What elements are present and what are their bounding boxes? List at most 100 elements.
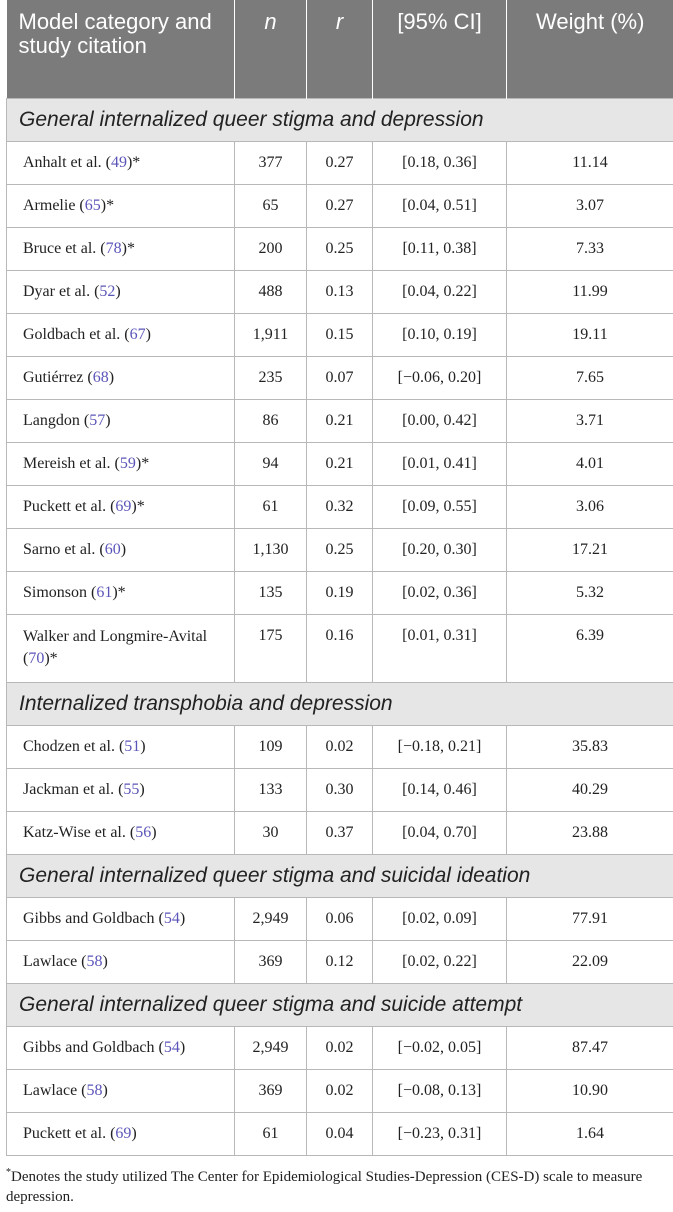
sample-size-cell: 2,949	[234, 1025, 307, 1070]
reference-link[interactable]: 68	[92, 368, 109, 386]
study-name: Gutiérrez (	[23, 368, 93, 386]
reference-link[interactable]: 56	[135, 823, 152, 841]
reference-link[interactable]: 54	[163, 909, 180, 927]
correlation-cell: 0.06	[306, 896, 373, 941]
table-row: Puckett et al. (69)* 61 0.32 [0.09, 0.55] 3.…	[6, 484, 673, 529]
reference-link[interactable]: 52	[99, 282, 116, 300]
study-name: Katz-Wise et al. (	[23, 823, 136, 841]
study-name: Mereish et al. (	[23, 454, 120, 472]
study-citation-cell: Walker and Longmire-Avital (70)*	[6, 613, 235, 683]
citation-suffix: )*	[44, 650, 58, 667]
table-row: Gibbs and Goldbach (54) 2,949 0.02 [−0.02, …	[6, 1025, 673, 1070]
study-citation-cell: Anhalt et al. (49)*	[6, 140, 235, 185]
correlation-cell: 0.27	[306, 140, 373, 185]
confidence-interval-cell: [−0.08, 0.13]	[372, 1068, 507, 1113]
reference-link[interactable]: 69	[115, 1124, 132, 1142]
citation-suffix: )	[120, 540, 127, 558]
table-row: Dyar et al. (52) 488 0.13 [0.04, 0.22] 11.99	[6, 269, 673, 314]
correlation-cell: 0.02	[306, 1068, 373, 1113]
citation-suffix: )	[102, 1081, 108, 1099]
weight-cell: 4.01	[506, 441, 673, 486]
study-citation-cell: Katz-Wise et al. (56)	[6, 810, 235, 855]
study-name: Armelie (	[23, 196, 85, 214]
citation-suffix: )	[108, 368, 115, 386]
reference-link[interactable]: 70	[28, 650, 45, 667]
study-citation-cell: Mereish et al. (59)*	[6, 441, 235, 486]
correlation-cell: 0.13	[306, 269, 373, 314]
group-title: General internalized queer stigma and su…	[6, 982, 673, 1027]
weight-cell: 87.47	[506, 1025, 673, 1070]
header-weight: Weight (%)	[506, 0, 673, 98]
confidence-interval-cell: [0.02, 0.09]	[372, 896, 507, 941]
reference-link[interactable]: 55	[123, 780, 140, 798]
citation-suffix: )	[145, 325, 151, 343]
weight-cell: 40.29	[506, 767, 673, 812]
weight-cell: 3.06	[506, 484, 673, 529]
table-row: Walker and Longmire-Avital (70)* 175 0.16[…	[6, 613, 673, 683]
confidence-interval-cell: [0.02, 0.36]	[372, 570, 507, 615]
confidence-interval-cell: [0.09, 0.55]	[372, 484, 507, 529]
reference-link[interactable]: 67	[129, 325, 146, 343]
reference-link[interactable]: 78	[105, 239, 122, 257]
citation-suffix: )	[131, 1124, 137, 1142]
table-row: Chodzen et al. (51) 109 0.02 [−0.18, 0.21] 3…	[6, 724, 673, 769]
study-name: Puckett et al. (	[23, 1124, 116, 1142]
study-citation-cell: Armelie (65)*	[6, 183, 235, 228]
reference-link[interactable]: 49	[110, 153, 127, 171]
study-name: Anhalt et al. (	[23, 153, 111, 171]
weight-cell: 3.07	[506, 183, 673, 228]
table-row: Anhalt et al. (49)* 377 0.27 [0.18, 0.36] 11…	[6, 140, 673, 185]
weight-cell: 10.90	[506, 1068, 673, 1113]
study-name: Sarno et al. (	[23, 540, 105, 558]
confidence-interval-cell: [−0.18, 0.21]	[372, 724, 507, 769]
table-row: Lawlace (58) 369 0.12 [0.02, 0.22] 22.09	[6, 939, 673, 984]
confidence-interval-cell: [0.11, 0.38]	[372, 226, 507, 271]
citation-suffix: )	[139, 780, 145, 798]
group-title: General internalized queer stigma and su…	[6, 853, 673, 898]
table-row: Goldbach et al. (67) 1,911 0.15 [0.10, 0.19…	[6, 312, 673, 357]
confidence-interval-cell: [0.01, 0.31]	[372, 613, 507, 683]
reference-link[interactable]: 51	[124, 737, 141, 755]
weight-cell: 6.39	[506, 613, 673, 683]
study-name: Chodzen et al. (	[23, 737, 125, 755]
header-row: Model category and study citation n r [9…	[6, 0, 673, 98]
sample-size-cell: 377	[234, 140, 307, 185]
reference-link[interactable]: 65	[84, 196, 101, 214]
reference-link[interactable]: 54	[163, 1038, 180, 1056]
footnote-text: Denotes the study utilized The Center fo…	[6, 1169, 643, 1205]
table-row: Bruce et al. (78)* 200 0.25 [0.11, 0.38] 7.3…	[6, 226, 673, 271]
correlation-cell: 0.27	[306, 183, 373, 228]
study-citation-cell: Bruce et al. (78)*	[6, 226, 235, 271]
study-citation-cell: Gutiérrez (68)	[6, 355, 235, 400]
citation-suffix: )	[140, 737, 146, 755]
reference-link[interactable]: 69	[115, 497, 132, 515]
table-row: Armelie (65)* 65 0.27 [0.04, 0.51] 3.07	[6, 183, 673, 228]
correlation-cell: 0.21	[306, 441, 373, 486]
study-citation-cell: Langdon (57)	[6, 398, 235, 443]
reference-link[interactable]: 61	[96, 583, 113, 601]
correlation-cell: 0.25	[306, 527, 373, 572]
study-name: Simonson (	[23, 583, 97, 601]
study-citation-cell: Sarno et al. (60)	[6, 527, 235, 572]
study-name: Jackman et al. (	[23, 780, 124, 798]
reference-link[interactable]: 58	[86, 1081, 103, 1099]
reference-link[interactable]: 57	[89, 411, 106, 429]
sample-size-cell: 86	[234, 398, 307, 443]
reference-link[interactable]: 58	[86, 952, 103, 970]
correlation-cell: 0.04	[306, 1111, 373, 1156]
footnote-mark: *	[6, 1167, 11, 1178]
study-name: Gibbs and Goldbach (	[23, 1038, 164, 1056]
study-name: Goldbach et al. (	[23, 325, 130, 343]
sample-size-cell: 1,911	[234, 312, 307, 357]
sample-size-cell: 235	[234, 355, 307, 400]
table-row: Langdon (57) 86 0.21 [0.00, 0.42] 3.71	[6, 398, 673, 443]
citation-suffix: )	[179, 909, 186, 927]
reference-link[interactable]: 59	[119, 454, 136, 472]
confidence-interval-cell: [0.04, 0.51]	[372, 183, 507, 228]
correlation-cell: 0.37	[306, 810, 373, 855]
reference-link[interactable]: 60	[104, 540, 121, 558]
sample-size-cell: 65	[234, 183, 307, 228]
table-row: Lawlace (58) 369 0.02 [−0.08, 0.13] 10.90	[6, 1068, 673, 1113]
confidence-interval-cell: [−0.06, 0.20]	[372, 355, 507, 400]
sample-size-cell: 61	[234, 484, 307, 529]
